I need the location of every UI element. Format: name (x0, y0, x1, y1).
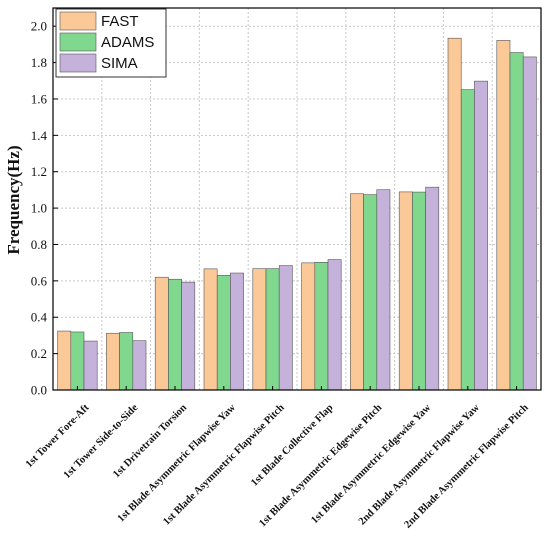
bar-sima (230, 272, 244, 391)
y-tick-label: 1.6 (31, 91, 48, 106)
bar-adams (460, 89, 475, 391)
bar-adams (70, 331, 85, 391)
y-tick-label: 0.8 (31, 237, 47, 252)
bar-sima (181, 281, 196, 391)
legend-label-sima: SIMA (101, 55, 138, 72)
bar-fast (350, 193, 364, 391)
bar-adams (216, 275, 231, 391)
y-tick-label: 0.0 (31, 383, 47, 398)
y-tick-label: 0.4 (31, 310, 48, 325)
bar-fast (203, 268, 218, 391)
bar-sima (278, 265, 293, 391)
bar-adams (412, 191, 426, 391)
bar-sima (425, 186, 440, 391)
bar-sima (83, 340, 98, 391)
bar-adams (119, 332, 134, 391)
legend-swatch-fast (59, 11, 97, 31)
bar-fast (154, 276, 169, 391)
bar-adams (168, 278, 182, 391)
plot-frame (52, 7, 542, 391)
bar-adams (509, 52, 524, 391)
bar-sima (327, 259, 342, 391)
bars (57, 37, 537, 391)
y-tick-label: 1.0 (31, 201, 47, 216)
bar-adams (314, 262, 329, 391)
legend-swatch-adams (59, 32, 97, 52)
y-tick-label: 1.8 (31, 55, 47, 70)
bar-fast (252, 268, 267, 391)
bar-fast (496, 40, 511, 391)
y-axis-label: Frequency(Hz) (4, 145, 23, 254)
legend-swatch-sima (59, 53, 97, 73)
legend-label-fast: FAST (101, 13, 139, 30)
y-tick-label: 1.2 (31, 164, 47, 179)
bar-fast (106, 332, 120, 391)
x-tick-label: 1st Blade Collective Flap (249, 402, 335, 488)
bar-fast (57, 330, 72, 391)
y-tick-label: 0.6 (31, 273, 48, 288)
legend: FAST ADAMS SIMA (55, 8, 167, 78)
y-tick-label: 0.2 (31, 346, 47, 361)
y-tick-label: 2.0 (31, 19, 47, 34)
bar-sima (376, 189, 391, 391)
bar-fast (301, 262, 316, 391)
bar-sima (474, 80, 488, 391)
legend-label-adams: ADAMS (101, 34, 154, 51)
bar-adams (363, 194, 378, 391)
bar-fast (447, 37, 462, 391)
bar-sima (132, 340, 147, 391)
bar-fast (398, 191, 413, 391)
bar-sima (522, 56, 537, 391)
y-tick-label: 1.4 (31, 128, 48, 143)
bar-adams (265, 268, 280, 391)
